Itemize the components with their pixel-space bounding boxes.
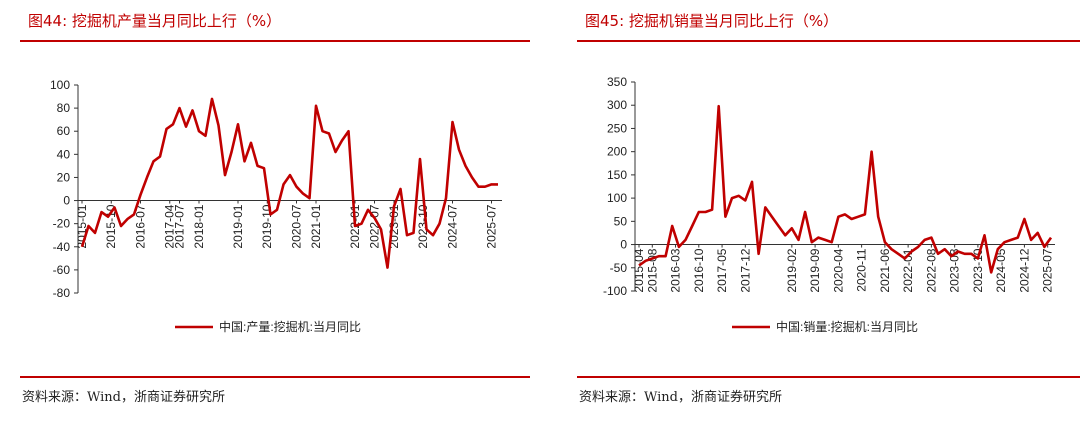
source-note: 资料来源：Wind，浙商证券研究所 [22, 390, 225, 405]
x-tick-label: 2019-09 [808, 248, 822, 292]
x-tick-label: 2017-04 [163, 204, 177, 248]
y-tick-label: 40 [57, 147, 71, 161]
x-tick-label: 2017-05 [715, 248, 729, 292]
series-line [638, 104, 1053, 274]
x-tick-label: 2019-01 [231, 204, 245, 248]
y-tick-label: 80 [57, 101, 71, 115]
x-tick-label: 2020-07 [290, 204, 304, 248]
figure-title: 图44: 挖掘机产量当月同比上行（%） [28, 12, 282, 30]
y-tick-label: -60 [53, 263, 71, 277]
y-tick-label: -40 [53, 240, 71, 254]
series-line [80, 97, 498, 269]
x-tick-label: 2023-10 [971, 248, 985, 292]
x-tick-label: 2025-07 [485, 204, 499, 248]
x-tick-label: 2023-10 [416, 204, 430, 248]
x-tick-label: 2017-12 [738, 248, 752, 292]
x-tick-label: 2023-03 [948, 248, 962, 292]
x-tick-label: 2024-05 [994, 248, 1008, 292]
x-tick-label: 2024-07 [446, 204, 460, 248]
legend-label: 中国:产量:挖掘机:当月同比 [219, 319, 361, 334]
chart-panel-right: 图45: 挖掘机销量当月同比上行（%） 350 300 250 200 150 100 50… [557, 0, 1080, 421]
x-tick-label: 2022-08 [924, 248, 938, 292]
y-tick-label: 20 [57, 170, 71, 184]
footer-rule [577, 376, 1080, 378]
y-tick-label: -20 [53, 217, 71, 231]
y-tick-label: -50 [610, 261, 628, 275]
y-tick-label: 0 [620, 238, 627, 252]
figure-title: 图45: 挖掘机销量当月同比上行（%） [585, 12, 839, 30]
footer-rule [20, 376, 530, 378]
y-tick-label: -80 [53, 286, 71, 300]
source-note: 资料来源：Wind，浙商证券研究所 [579, 390, 782, 405]
x-tick-label: 2021-01 [309, 204, 323, 248]
y-tick-label: 50 [614, 214, 628, 228]
y-tick-label: 100 [50, 78, 70, 92]
x-tick-label: 2020-11 [855, 248, 869, 291]
x-tick-label: 2017-07 [173, 204, 187, 248]
y-tick-label: 150 [607, 168, 627, 182]
x-tick-label: 2025-07 [1041, 248, 1055, 292]
y-tick-label: -100 [603, 284, 627, 298]
x-tick-label: 2016-10 [692, 248, 706, 292]
legend-label: 中国:销量:挖掘机:当月同比 [776, 319, 918, 334]
title-rule [577, 40, 1080, 42]
x-tick-label: 2018-01 [192, 204, 206, 248]
title-rule [20, 40, 530, 42]
y-tick-label: 350 [607, 75, 627, 89]
y-tick-label: 100 [607, 191, 627, 205]
x-tick-label: 2016-07 [134, 204, 148, 248]
x-tick-label: 2015-08 [645, 248, 659, 292]
x-tick-label: 2019-10 [260, 204, 274, 248]
x-tick-label: 2015-01 [75, 204, 89, 248]
y-tick-label: 0 [63, 194, 70, 208]
x-tick-label: 2016-03 [669, 248, 683, 292]
y-tick-label: 250 [607, 121, 627, 135]
y-tick-label: 200 [607, 145, 627, 159]
x-tick-label: 2015-04 [632, 248, 646, 292]
y-tick-label: 300 [607, 98, 627, 112]
chart-panel-left: 图44: 挖掘机产量当月同比上行（%） 100 80 60 40 20 0 -20 -40 -6… [0, 0, 530, 421]
line-chart-sales: 350 300 250 200 150 100 50 0 -50 -100 2015-04 2015-… [603, 75, 1055, 334]
y-tick-label: 60 [57, 124, 71, 138]
x-tick-label: 2020-04 [831, 248, 845, 292]
x-tick-label: 2021-06 [878, 248, 892, 292]
x-tick-label: 2024-12 [1017, 248, 1031, 292]
x-tick-label: 2019-02 [785, 248, 799, 292]
